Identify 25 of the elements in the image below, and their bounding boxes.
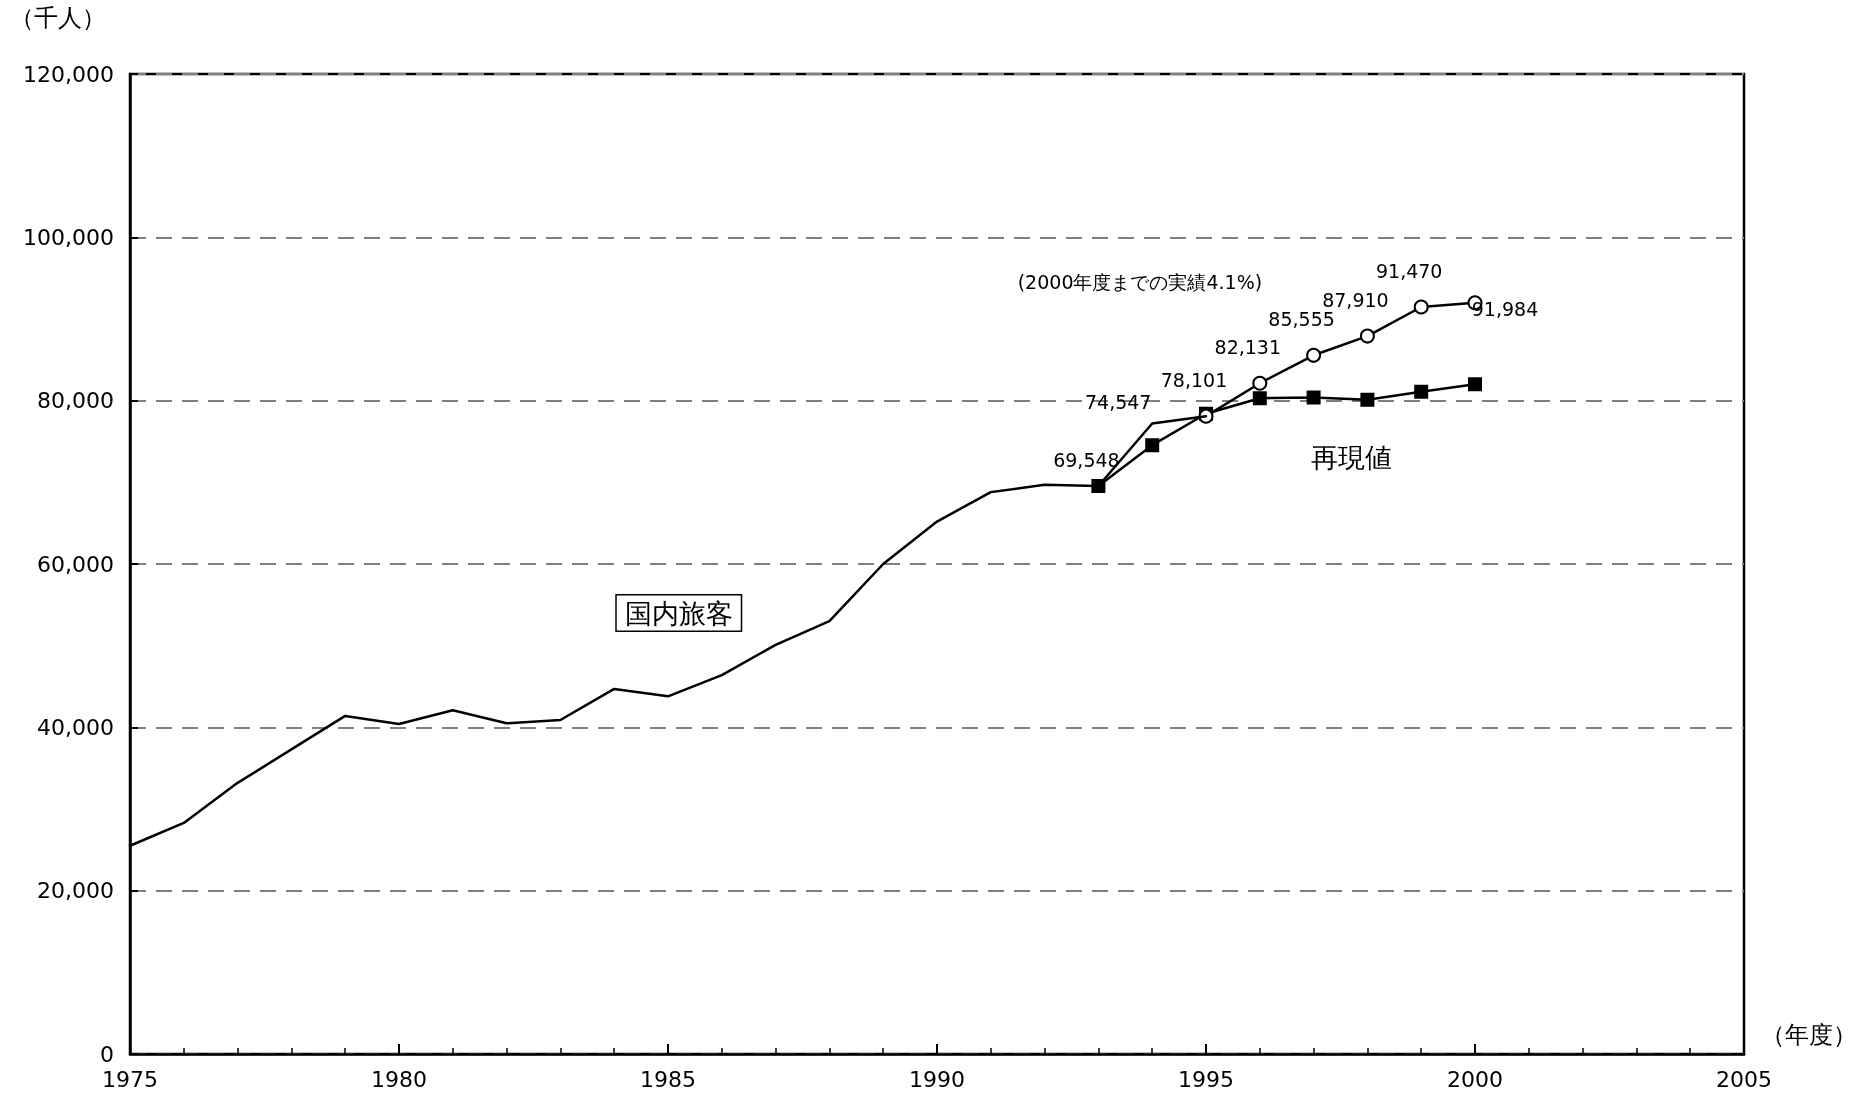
y-tick-label: 80,000: [37, 388, 114, 414]
y-tick-label: 0: [100, 1041, 114, 1067]
annotation: (2000年度までの実績4.1%): [1017, 271, 1263, 294]
series-label: 再現値: [1310, 442, 1392, 474]
series-label: 国内旅客: [624, 597, 733, 629]
x-tick-label: 1995: [1178, 1066, 1234, 1092]
x-axis-title: （年度）: [1761, 1021, 1857, 1049]
y-tick-label: 120,000: [23, 61, 114, 87]
x-tick-label: 1985: [640, 1066, 696, 1092]
x-tick-label: 2000: [1447, 1066, 1503, 1092]
x-tick-label: 1980: [371, 1066, 427, 1092]
y-tick-label: 20,000: [37, 878, 114, 904]
data-label: 91,470: [1375, 259, 1443, 282]
data-label: 69,548: [1053, 448, 1120, 471]
y-tick-label: 60,000: [37, 551, 114, 577]
data-label: 74,547: [1084, 390, 1152, 413]
x-tick-label: 1990: [909, 1066, 965, 1092]
y-axis-title: （千人）: [10, 4, 106, 32]
x-tick-label: 2005: [1716, 1066, 1772, 1092]
y-tick-label: 40,000: [37, 714, 114, 740]
data-label: 91,984: [1471, 297, 1539, 320]
data-label: 78,101: [1160, 369, 1228, 392]
y-tick-label: 100,000: [23, 224, 114, 250]
x-tick-label: 1975: [102, 1066, 158, 1092]
data-label: 82,131: [1214, 336, 1282, 359]
